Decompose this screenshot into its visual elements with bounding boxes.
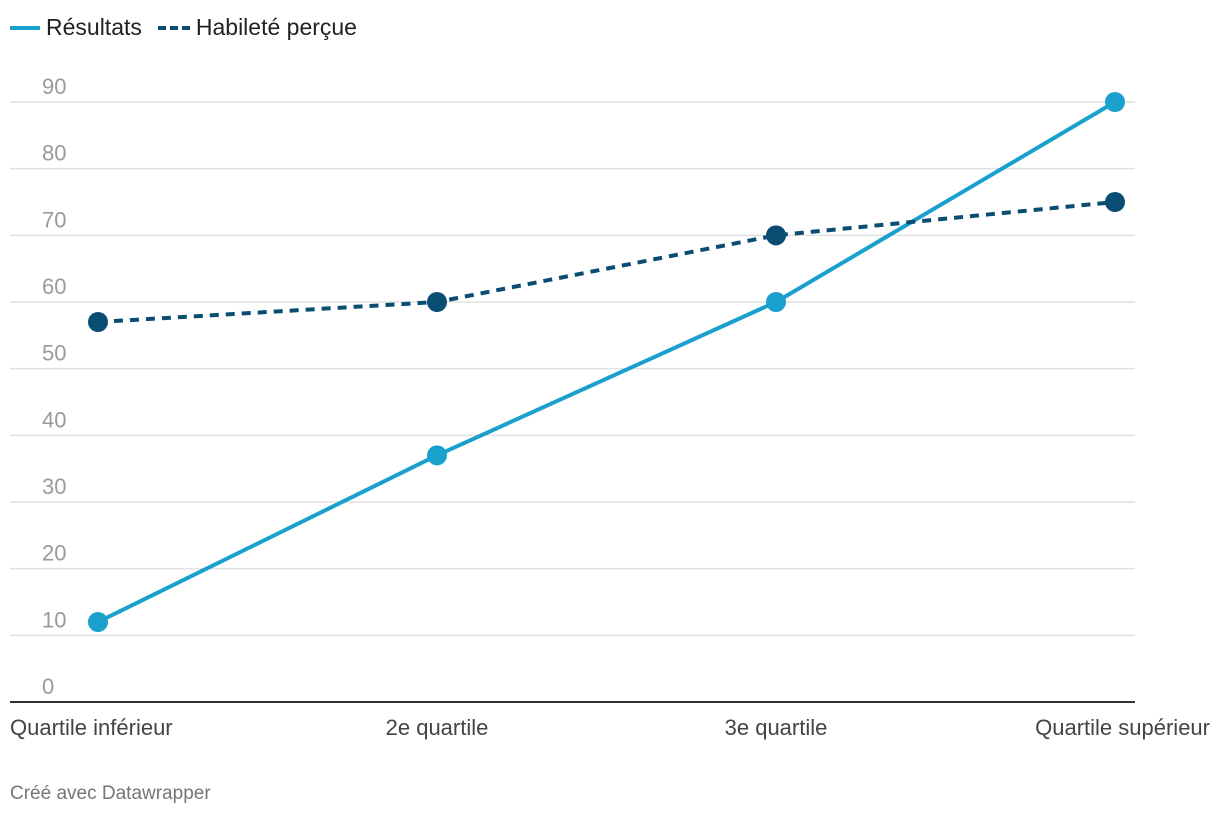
y-tick-label-60: 60: [42, 274, 66, 299]
x-tick-label-0: Quartile inférieur: [10, 715, 173, 740]
y-tick-label-70: 70: [42, 207, 66, 232]
y-tick-label-50: 50: [42, 341, 66, 366]
x-tick-label-2: 3e quartile: [725, 715, 828, 740]
y-tick-label-20: 20: [42, 541, 66, 566]
series-0-point-1: [427, 445, 447, 466]
series-1-point-0: [88, 312, 108, 332]
legend-label-resultats: Résultats: [46, 14, 142, 40]
y-tick-label-0: 0: [42, 674, 54, 699]
series-1-point-2: [766, 225, 786, 246]
y-tick-label-90: 90: [42, 74, 66, 99]
series-line-1: [97, 200, 1116, 324]
y-tick-label-80: 80: [42, 141, 66, 166]
legend-swatch-resultats: [10, 25, 40, 30]
series-0-point-0: [88, 612, 108, 632]
series-0-point-3: [1105, 92, 1125, 112]
series-0-point-2: [766, 292, 786, 312]
legend-label-habilete: Habileté perçue: [195, 14, 357, 40]
legend-item-resultats: Résultats: [10, 14, 142, 41]
series-1-point-3: [1105, 192, 1125, 212]
x-tick-label-1: 2e quartile: [386, 715, 489, 740]
y-tick-label-40: 40: [42, 407, 66, 432]
y-tick-label-10: 10: [42, 607, 66, 632]
footer-credit: Créé avec Datawrapper: [10, 783, 211, 804]
legend-item-habilete: Habileté perçue: [157, 14, 357, 41]
chart-legend: Résultats Habileté perçue: [10, 14, 373, 41]
series-line-0: [97, 100, 1117, 624]
legend-swatch-habilete: [157, 25, 190, 30]
x-tick-label-3: Quartile supérieur: [1035, 715, 1210, 740]
series-1-point-1: [427, 292, 447, 312]
y-tick-label-30: 30: [42, 474, 66, 499]
